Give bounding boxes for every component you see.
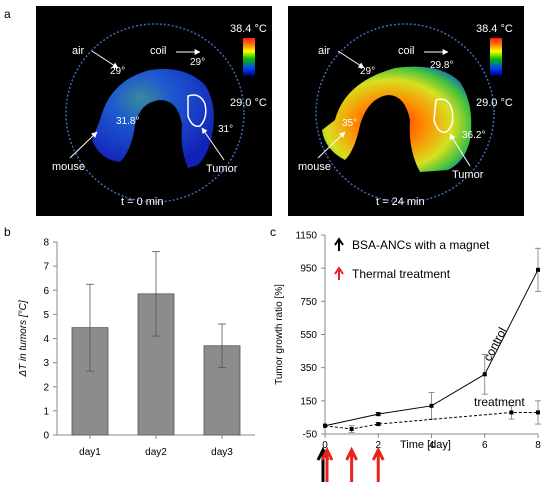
series-label-treatment: treatment [474, 395, 525, 409]
x-tick-label: 4 [429, 440, 435, 451]
y-tick-label: -50 [303, 430, 318, 441]
y-tick-label: 5 [43, 310, 49, 321]
mouse-heat-right [322, 66, 472, 172]
y-tick-label: 0 [43, 431, 49, 442]
series-line-treatment [324, 411, 538, 430]
data-point [376, 422, 381, 427]
legend-arrow-icon [334, 237, 344, 251]
coil-label-right: coil [398, 45, 415, 57]
x-tick-label: day3 [211, 447, 233, 458]
y-tick-label: 550 [300, 330, 317, 341]
mouse-heat-left [92, 69, 214, 168]
x-tick-label: 6 [482, 440, 488, 451]
tumor-label-left: Tumor [206, 163, 238, 175]
tumor-temp-left: 31° [218, 124, 233, 135]
y-tick-label: 6 [43, 286, 49, 297]
data-point [482, 372, 487, 377]
coil-circle [315, 23, 495, 203]
panel-letter-b: b [4, 225, 11, 239]
mouse-label-left: mouse [52, 161, 85, 173]
y-tick-label: 4 [43, 334, 49, 345]
tumor-temp-right: 36.2° [462, 130, 485, 141]
coil-temp-left: 29° [190, 57, 205, 68]
line-chart: -50 150 350 550 750 950 1150 0 2 4 6 8 control treatm… [274, 231, 541, 482]
legend-label: BSA-ANCs with a magnet [352, 238, 490, 252]
y-tick-label: 1150 [295, 231, 317, 242]
data-point [509, 410, 514, 415]
panel-letter-a: a [4, 7, 11, 21]
data-point [323, 423, 327, 428]
mouse-temp-right: 35° [342, 118, 357, 129]
mouse-temp-left: 31.8° [116, 116, 139, 127]
legend-label: Thermal treatment [352, 267, 451, 281]
coil-temp-right: 29.8° [430, 60, 453, 71]
air-label-right: air [318, 45, 331, 57]
time-right: t = 24 min [376, 196, 425, 208]
air-label-left: air [72, 45, 85, 57]
mouse-label-right: mouse [298, 161, 331, 173]
tumor-outline-right [433, 98, 454, 133]
scale-max-left: 38.4 °C [230, 23, 267, 35]
data-point [536, 410, 540, 415]
y-tick-label: 1 [43, 406, 49, 417]
color-scale-right [490, 38, 502, 76]
bar-chart: 0 1 2 3 4 5 6 7 8 day1 day2 day3 ΔT in tumors [°C] [18, 238, 255, 458]
x-tick-label: day2 [145, 447, 167, 458]
y-tick-label: 3 [43, 358, 49, 369]
scale-max-right: 38.4 °C [476, 23, 513, 35]
x-tick-label: 8 [535, 440, 541, 451]
treatment-arrow-icon [320, 446, 334, 482]
air-temp-right: 29° [360, 66, 375, 77]
coil-circle [65, 23, 245, 203]
tumor-label-right: Tumor [452, 169, 484, 181]
thermal-image-right: 38.4 °C 29.0 °C air 29° coil 29.8° 35° 3… [288, 6, 524, 216]
y-tick-label: 350 [300, 363, 317, 374]
y-tick-label: 2 [43, 382, 49, 393]
legend-arrow-icon [334, 266, 344, 280]
panel-letter-c: c [270, 225, 276, 239]
y-tick-label: 750 [300, 297, 317, 308]
x-tick-label: 0 [322, 440, 328, 451]
treatment-arrow-icon [371, 446, 385, 482]
x-tick-label: 2 [375, 440, 381, 451]
data-point [536, 267, 540, 272]
thermal-image-left: 38.4 °C 29.0 °C air 29° coil 29° 31.8° 3… [36, 6, 272, 216]
time-left: t = 0 min [121, 196, 164, 208]
y-tick-label: 950 [300, 264, 317, 275]
y-tick-label: 7 [43, 262, 49, 273]
y-axis-label: Tumor growth ratio [%] [274, 284, 285, 385]
tumor-outline-left [187, 94, 207, 128]
x-axis-label: Time [day] [400, 439, 451, 451]
y-tick-label: 150 [300, 396, 317, 407]
color-scale-left [243, 38, 255, 76]
coil-label-left: coil [150, 45, 167, 57]
data-point [349, 427, 354, 432]
y-axis-label: ΔT in tumors [°C] [18, 300, 29, 377]
scale-min-left: 29.0 °C [230, 97, 267, 109]
x-tick-label: day1 [79, 447, 101, 458]
data-point [376, 412, 381, 417]
data-point [429, 403, 434, 408]
air-temp-left: 29° [110, 66, 125, 77]
treatment-arrow-icon [345, 446, 358, 482]
scale-min-right: 29.0 °C [476, 97, 513, 109]
y-tick-label: 8 [43, 238, 49, 249]
series-label-control: control [480, 325, 509, 363]
